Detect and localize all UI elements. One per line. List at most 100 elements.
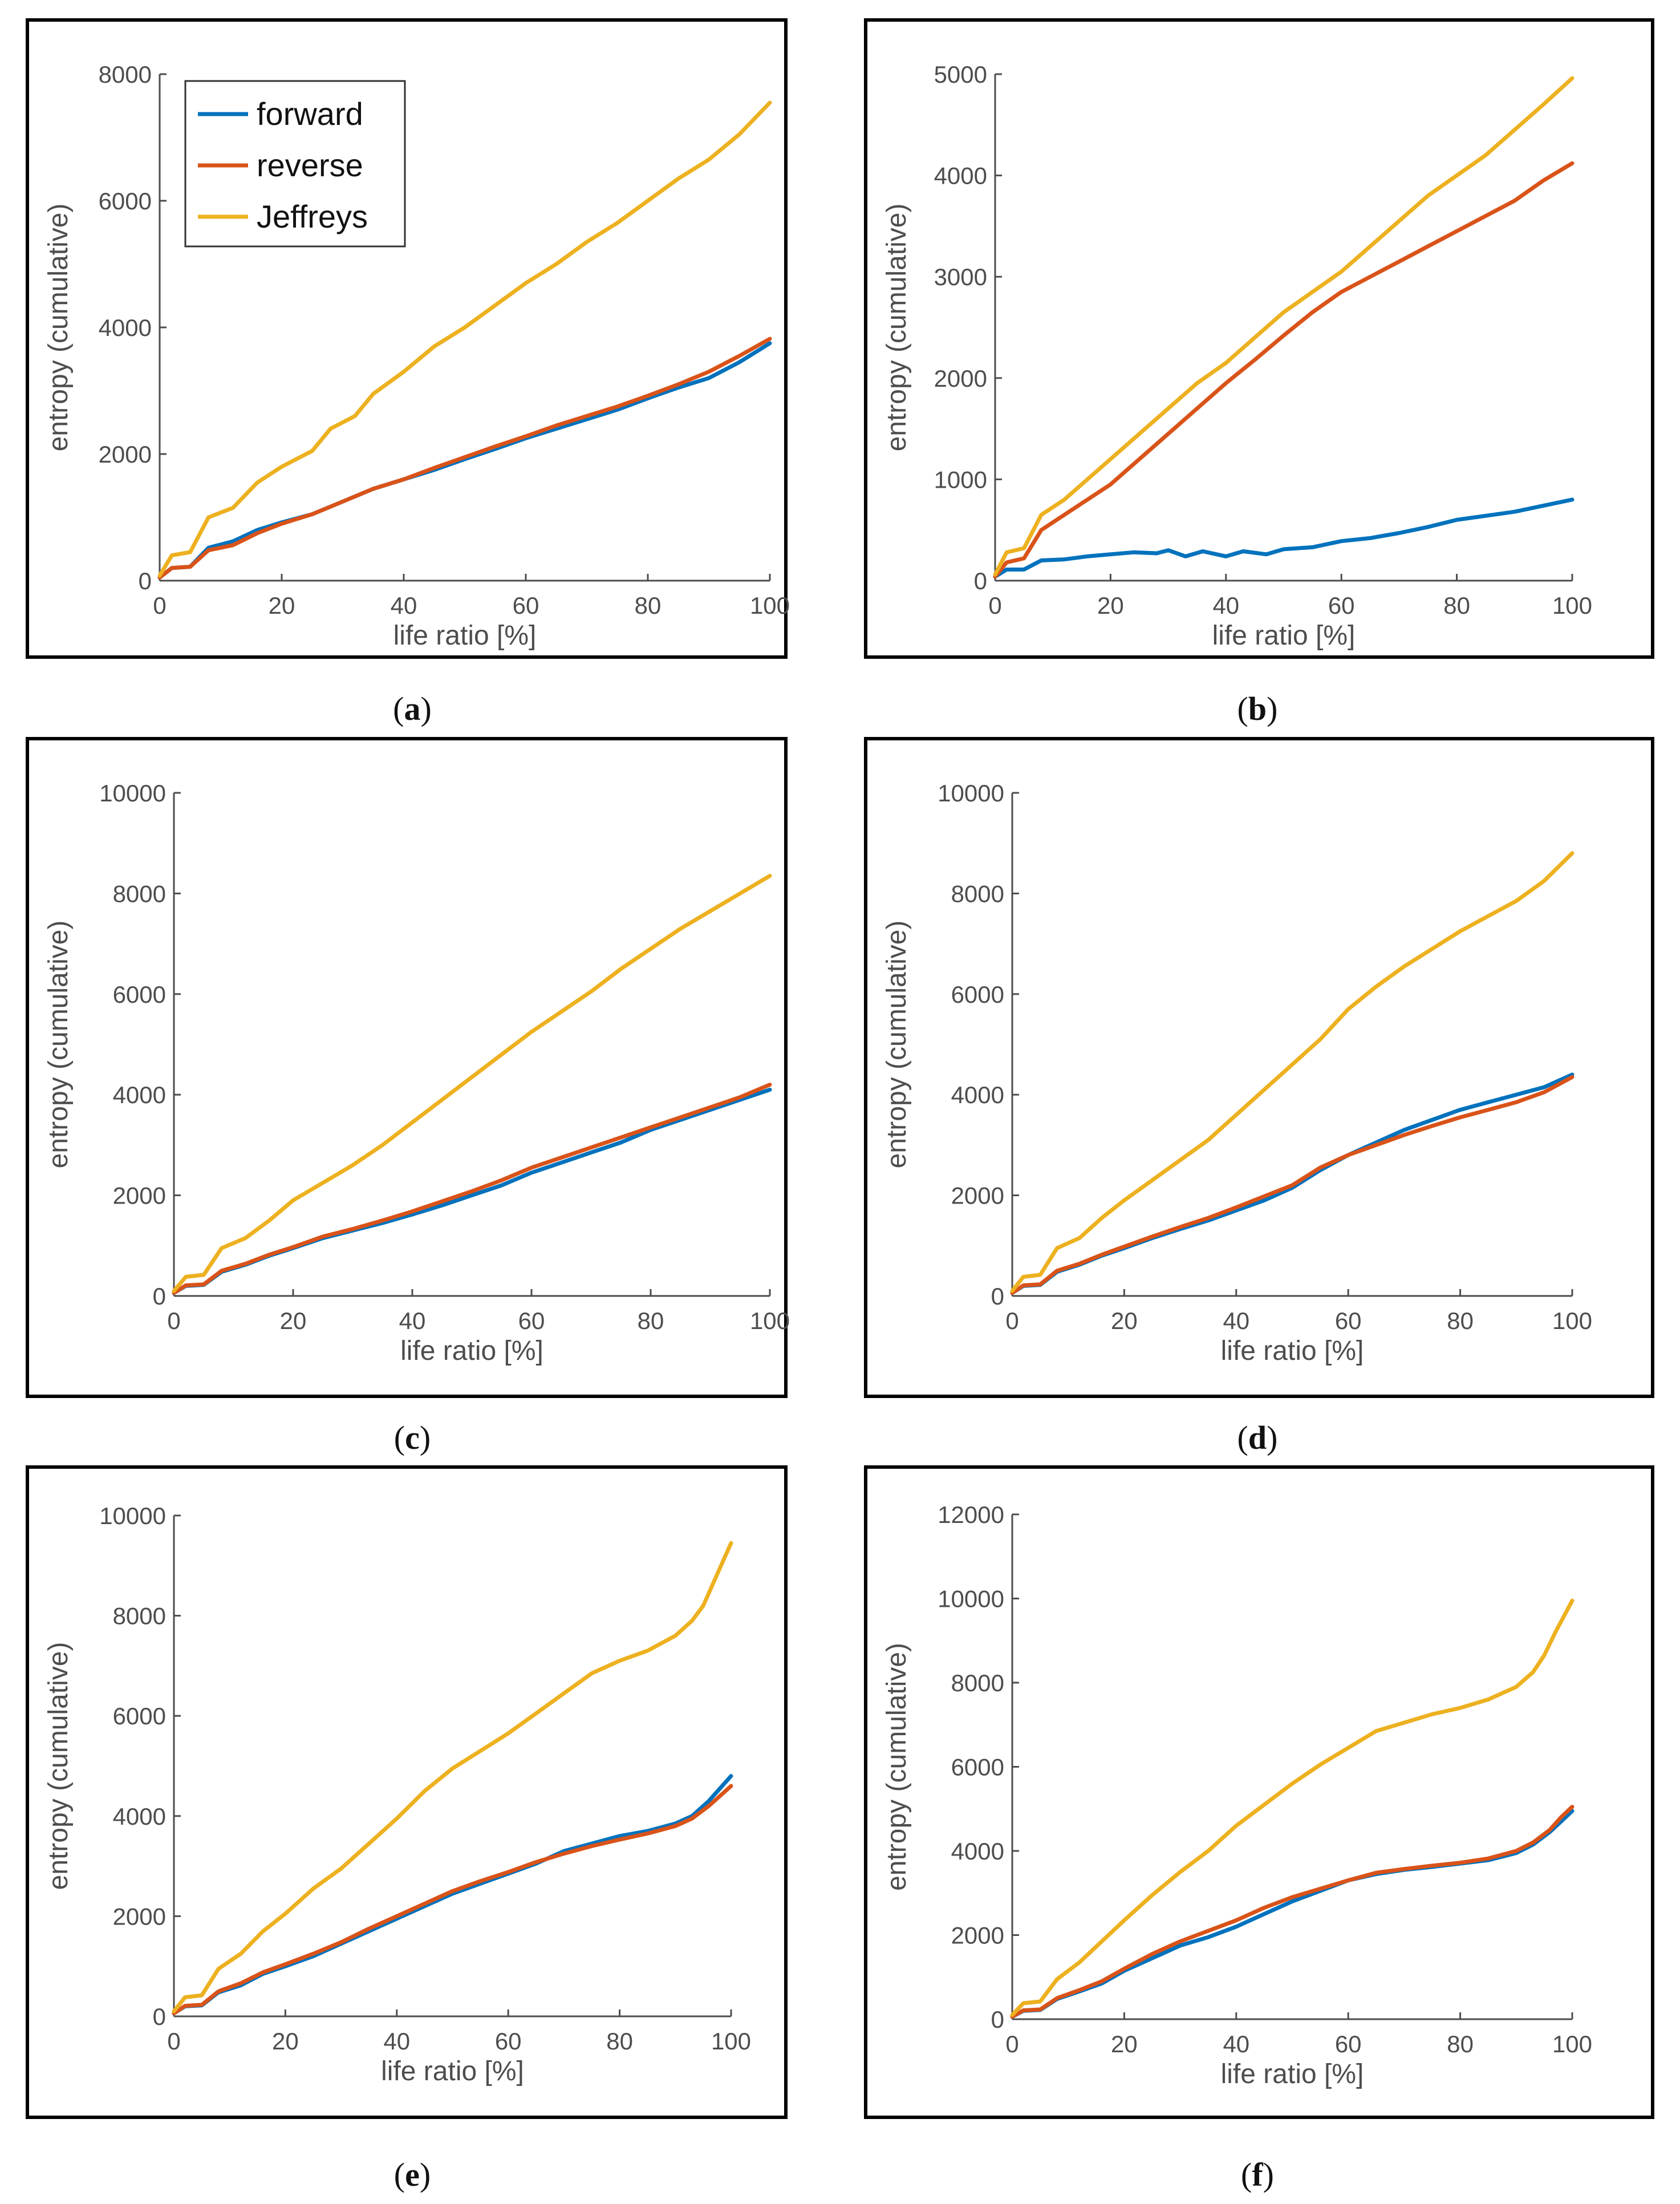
x-tick-label: 40 — [1212, 592, 1239, 619]
y-tick-label: 0 — [974, 568, 987, 594]
legend-entry-jeffreys: Jeffreys — [257, 198, 368, 234]
series-line-reverse — [172, 1083, 772, 1295]
y-tick-label: 0 — [991, 2006, 1004, 2033]
panel-caption: (f) — [1241, 2156, 1274, 2193]
x-tick-label: 100 — [1552, 2031, 1592, 2057]
x-tick-label: 0 — [1005, 2031, 1018, 2057]
series-line-reverse — [1010, 1075, 1575, 1295]
x-axis-label: life ratio [%] — [1212, 621, 1356, 651]
caption-letter: c — [405, 1419, 420, 1456]
caption-close-paren: ) — [420, 2156, 431, 2193]
x-axis-label: life ratio [%] — [381, 2056, 524, 2086]
caption-open-paren: ( — [393, 690, 404, 727]
series-line-jeffreys — [172, 1541, 733, 2013]
y-axis-label: entropy (cumulative) — [43, 1642, 74, 1890]
y-tick-label: 6000 — [951, 1754, 1004, 1781]
y-axis-label: entropy (cumulative) — [882, 921, 912, 1169]
panel-frame — [864, 1465, 1654, 2119]
x-axis-label: life ratio [%] — [400, 1336, 543, 1366]
series-line-jeffreys — [172, 874, 772, 1293]
x-tick-label: 20 — [280, 1307, 307, 1334]
caption-open-paren: ( — [1237, 690, 1248, 727]
series-line-reverse — [993, 161, 1575, 579]
x-tick-label: 60 — [513, 592, 539, 619]
y-tick-label: 10000 — [99, 780, 166, 807]
y-axis-label: entropy (cumulative) — [882, 204, 912, 452]
y-tick-label: 4000 — [113, 1803, 166, 1830]
y-tick-label: 0 — [991, 1283, 1004, 1310]
caption-letter: e — [405, 2156, 420, 2193]
y-tick-label: 4000 — [951, 1081, 1004, 1108]
y-tick-label: 8000 — [113, 1603, 166, 1630]
caption-letter: b — [1248, 690, 1267, 727]
panel-frame — [864, 18, 1654, 659]
x-tick-label: 60 — [495, 2028, 522, 2055]
x-tick-label: 80 — [635, 592, 662, 619]
series-line-jeffreys — [1010, 851, 1575, 1293]
y-tick-label: 5000 — [934, 61, 987, 88]
y-tick-label: 12000 — [938, 1501, 1004, 1528]
x-tick-label: 20 — [1111, 2031, 1138, 2057]
y-tick-label: 2000 — [951, 1922, 1004, 1949]
caption-letter: d — [1248, 1419, 1267, 1456]
panel-frame — [864, 737, 1654, 1398]
y-tick-label: 2000 — [99, 441, 152, 468]
series-line-jeffreys — [993, 76, 1575, 577]
panel-d: 0 20 40 60 80 100 0 2000 4000 6000 8000 10000 life r… — [864, 737, 1654, 1456]
y-tick-label: 2000 — [113, 1182, 166, 1209]
x-axis-label: life ratio [%] — [393, 621, 537, 651]
caption-open-paren: ( — [394, 1419, 405, 1456]
y-tick-label: 6000 — [113, 981, 166, 1008]
y-axis-label: entropy (cumulative) — [882, 1643, 912, 1891]
x-tick-label: 0 — [167, 2028, 180, 2055]
x-tick-label: 0 — [167, 1307, 180, 1334]
x-tick-label: 100 — [750, 1307, 790, 1334]
panel-c: 0 20 40 60 80 100 0 2000 4000 6000 8000 10000 life r… — [26, 737, 790, 1456]
panel-a: 0 20 40 60 80 100 0 2000 4000 6000 8000 life ratio … — [26, 18, 790, 727]
y-tick-label: 10000 — [938, 780, 1004, 807]
panel-caption: (a) — [393, 690, 432, 727]
x-tick-label: 40 — [399, 1307, 426, 1334]
y-tick-label: 4000 — [934, 163, 987, 189]
x-tick-label: 0 — [988, 592, 1001, 619]
x-tick-label: 80 — [1447, 2031, 1474, 2057]
caption-close-paren: ) — [421, 690, 432, 727]
x-tick-label: 20 — [1111, 1307, 1138, 1334]
series-line-reverse — [1010, 1805, 1575, 2019]
x-tick-label: 100 — [750, 592, 790, 619]
series-line-forward — [993, 497, 1575, 579]
x-tick-label: 60 — [1335, 1307, 1362, 1334]
series-line-jeffreys — [1010, 1598, 1575, 2017]
y-axis-label: entropy (cumulative) — [43, 204, 74, 452]
y-tick-label: 8000 — [113, 880, 166, 907]
x-tick-label: 20 — [1097, 592, 1124, 619]
x-tick-label: 80 — [1443, 592, 1470, 619]
x-tick-label: 100 — [1552, 592, 1592, 619]
caption-open-paren: ( — [394, 2156, 405, 2193]
x-tick-label: 0 — [1005, 1307, 1018, 1334]
x-tick-label: 0 — [153, 592, 166, 619]
y-tick-label: 1000 — [934, 466, 987, 493]
legend-entry-reverse: reverse — [257, 147, 363, 183]
legend: forward reverse Jeffreys — [184, 80, 406, 248]
caption-close-paren: ) — [1267, 690, 1277, 727]
x-tick-label: 20 — [269, 592, 295, 619]
x-tick-label: 20 — [272, 2028, 299, 2055]
y-tick-label: 4000 — [99, 314, 152, 341]
y-tick-label: 6000 — [113, 1703, 166, 1729]
y-tick-label: 0 — [153, 2003, 166, 2030]
panel-f: 0 20 40 60 80 100 0 2000 4000 6000 8000 10000 12000 l… — [864, 1465, 1654, 2193]
x-tick-label: 40 — [383, 2028, 410, 2055]
y-tick-label: 0 — [139, 568, 152, 594]
x-axis-label: life ratio [%] — [1221, 2059, 1364, 2089]
x-axis-label: life ratio [%] — [1221, 1336, 1364, 1366]
x-tick-label: 80 — [638, 1307, 664, 1334]
y-tick-label: 10000 — [99, 1502, 166, 1529]
series-line-reverse — [172, 1784, 733, 2016]
panel-caption: (d) — [1237, 1419, 1278, 1456]
panel-caption: (e) — [394, 2156, 431, 2193]
y-tick-label: 10000 — [938, 1586, 1004, 1613]
x-tick-label: 100 — [711, 2028, 751, 2055]
